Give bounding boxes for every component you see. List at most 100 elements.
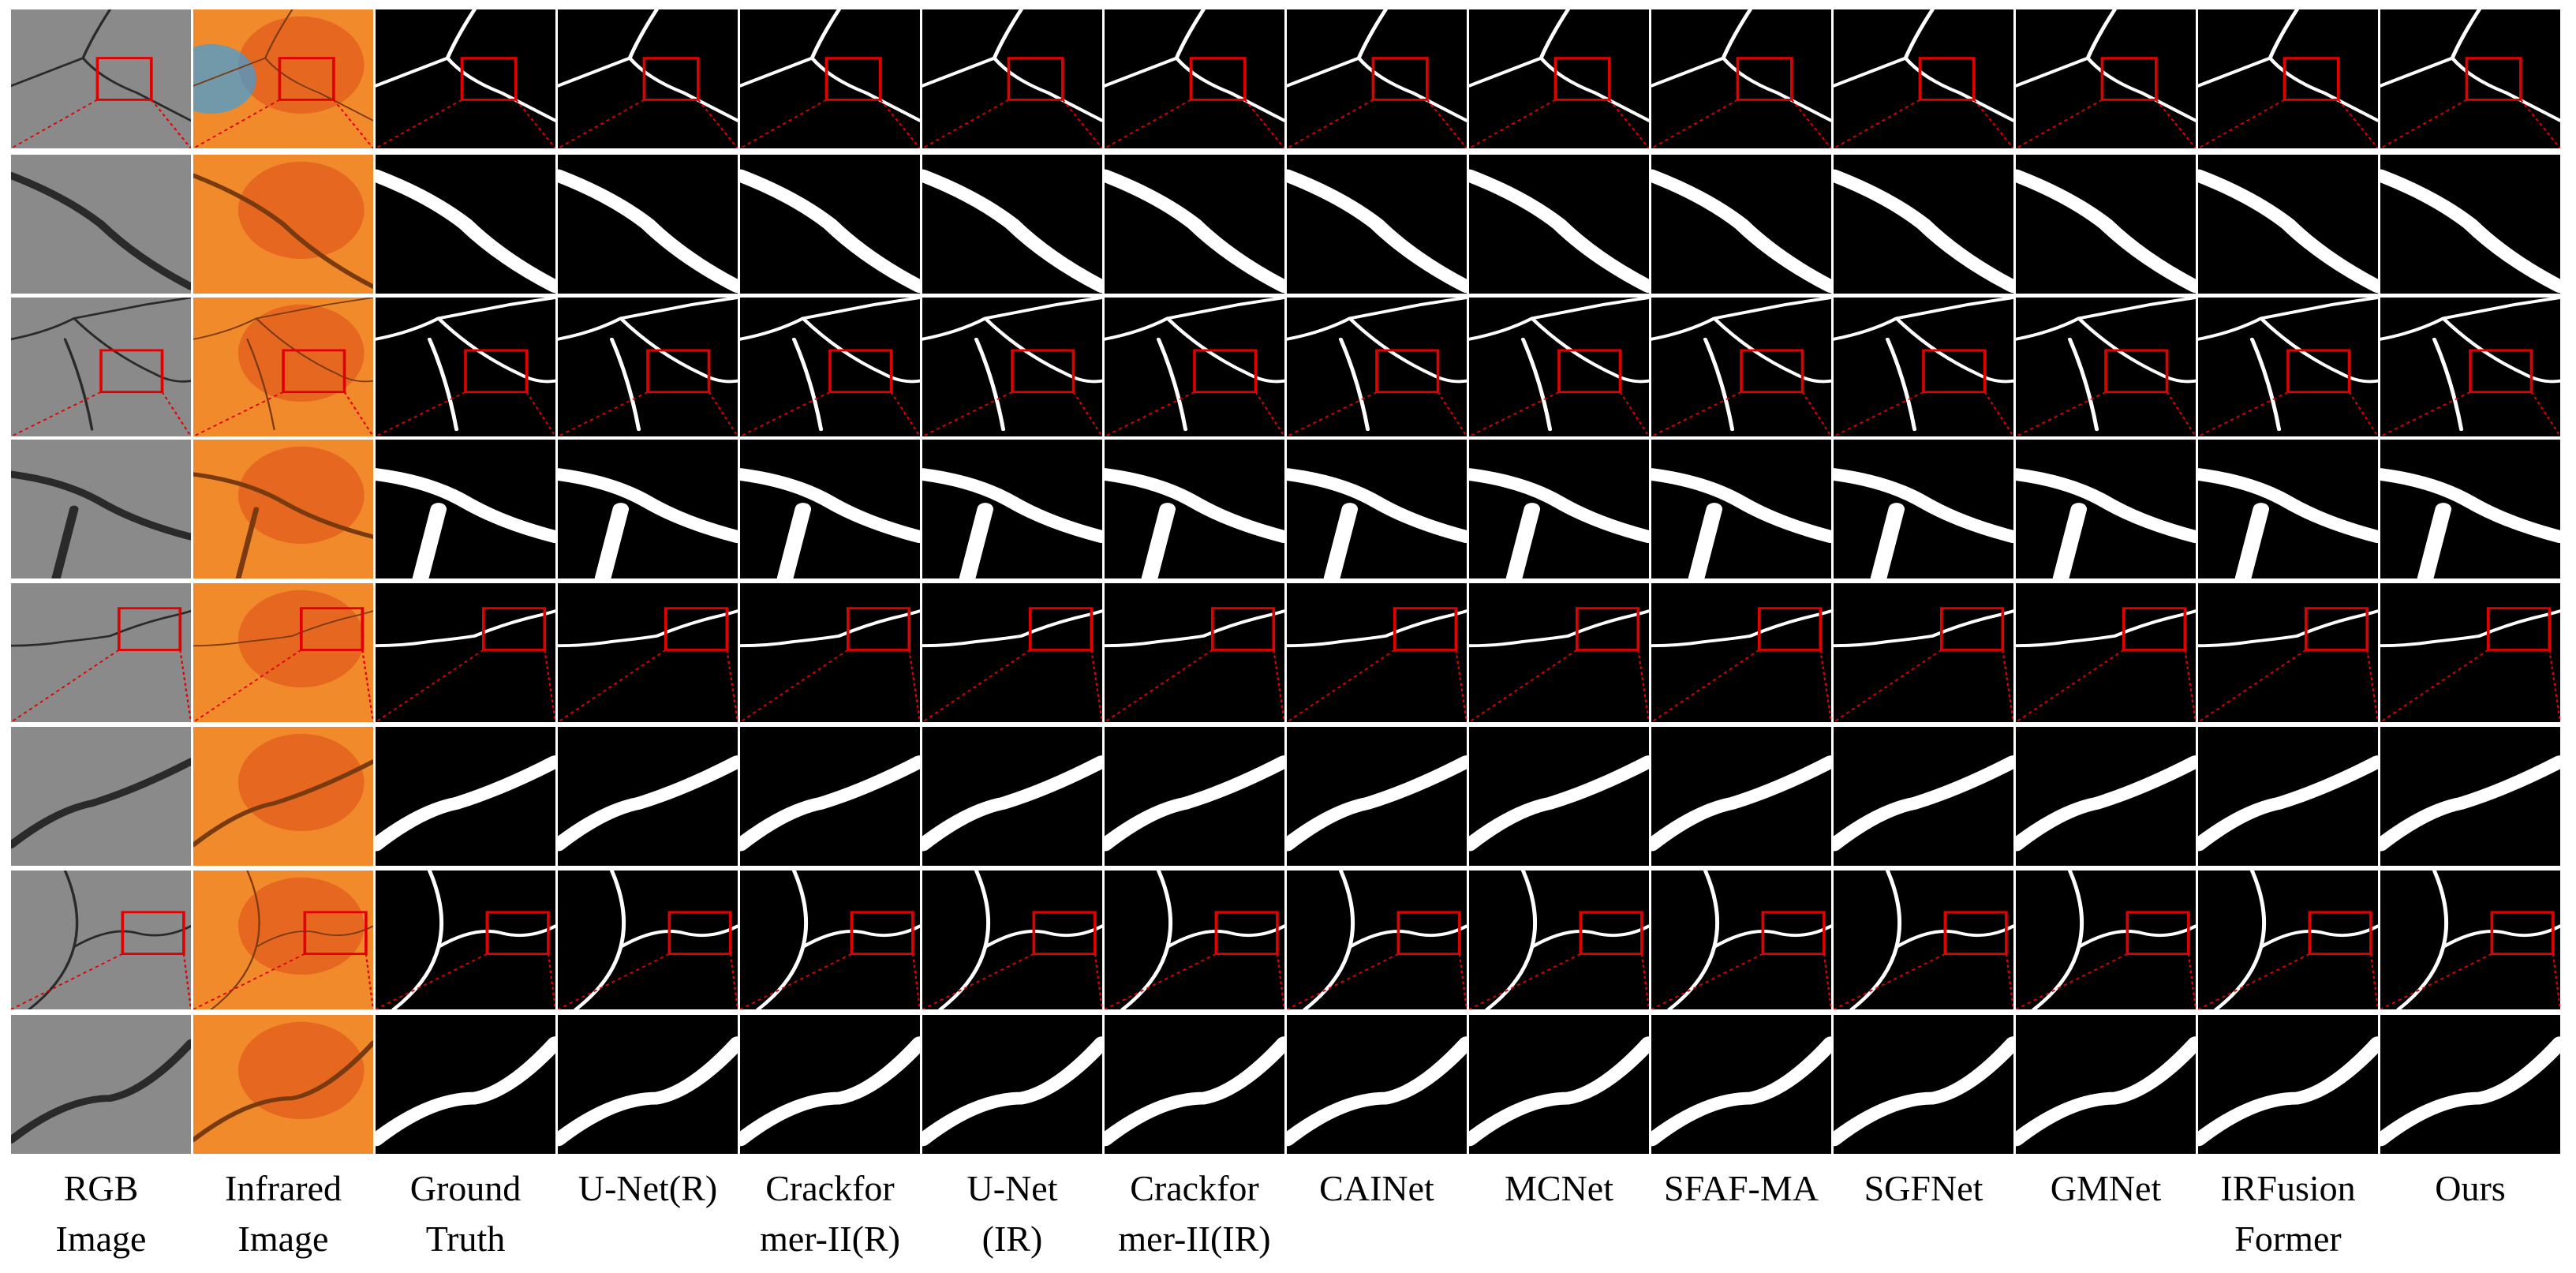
zoom-guide-line bbox=[922, 391, 1013, 436]
zoom-image-4-col-3 bbox=[376, 1015, 555, 1154]
zoom-box bbox=[1553, 57, 1611, 101]
crack-path bbox=[210, 871, 373, 1009]
column-label-2: Infrared Image bbox=[224, 1168, 342, 1259]
full-image-1-col-5 bbox=[740, 9, 920, 148]
crack-path bbox=[1287, 9, 1467, 122]
full-image-1-col-12 bbox=[2016, 9, 2196, 148]
zoom-guide-line bbox=[2184, 650, 2196, 722]
zoom-image-3-col-4 bbox=[558, 727, 738, 866]
cell-background bbox=[2380, 583, 2560, 722]
crack-path bbox=[2198, 609, 2378, 648]
zoom-guide-line bbox=[2198, 649, 2307, 722]
cell-background bbox=[740, 1015, 920, 1154]
zoom-guide-line bbox=[1834, 953, 1946, 1009]
zoom-image-2-col-7 bbox=[1105, 440, 1284, 578]
zoom-box bbox=[299, 607, 365, 651]
crack-path bbox=[2016, 298, 2196, 432]
zoom-guide-line bbox=[1637, 650, 1649, 722]
cell-background bbox=[1651, 1015, 1831, 1154]
column-label-10: SFAF-MA bbox=[1664, 1168, 1819, 1208]
zoom-guide-line bbox=[1819, 650, 1831, 722]
crack-path bbox=[1834, 755, 2013, 852]
zoom-box bbox=[2100, 57, 2158, 101]
zoom-guide-line bbox=[1834, 649, 1942, 722]
zoom-guide-line bbox=[911, 953, 920, 1009]
crack-path bbox=[1469, 609, 1649, 648]
zoom-box bbox=[1210, 607, 1276, 651]
crack-path bbox=[2016, 169, 2196, 294]
crack-path bbox=[1287, 1036, 1467, 1147]
crack-path bbox=[740, 609, 920, 648]
zoom-guide-line bbox=[1651, 649, 1760, 722]
crack-path bbox=[376, 9, 555, 122]
zoom-guide-line bbox=[2530, 391, 2560, 436]
zoom-image-4-col-11 bbox=[1834, 1015, 2013, 1154]
zoom-guide-line bbox=[1469, 99, 1557, 148]
zoom-image-4-col-5 bbox=[740, 1015, 920, 1154]
cell-background bbox=[11, 871, 191, 1009]
full-image-3-col-5 bbox=[740, 583, 920, 722]
cell-background bbox=[2380, 9, 2560, 148]
zoom-guide-line bbox=[558, 649, 667, 722]
cell-background bbox=[1834, 1015, 2013, 1154]
full-image-2-col-4 bbox=[558, 298, 738, 436]
full-image-3-col-2 bbox=[193, 583, 373, 722]
zoom-guide-line bbox=[2366, 650, 2378, 722]
zoom-image-1-col-10 bbox=[1651, 155, 1831, 294]
crack-path bbox=[2380, 609, 2560, 648]
zoom-guide-line bbox=[2552, 953, 2560, 1009]
zoom-image-1-col-12 bbox=[2016, 155, 2196, 294]
crack-path bbox=[2016, 755, 2196, 852]
zoom-guide-line bbox=[558, 99, 645, 148]
zoom-box bbox=[664, 607, 729, 651]
zoom-guide-line bbox=[2348, 391, 2378, 436]
crack-path bbox=[193, 610, 373, 647]
zoom-guide-line bbox=[2380, 391, 2471, 436]
zoom-image-1-col-13 bbox=[2198, 155, 2378, 294]
zoom-guide-line bbox=[1972, 99, 2013, 148]
zoom-box bbox=[1011, 349, 1075, 394]
zoom-guide-line bbox=[11, 391, 102, 436]
crack-path bbox=[1287, 169, 1467, 294]
crack-path bbox=[193, 173, 373, 289]
ir-hotspot bbox=[238, 446, 365, 544]
cell-background bbox=[1834, 871, 2013, 1009]
column-label-4: U-Net(R) bbox=[578, 1168, 718, 1208]
zoom-box bbox=[850, 911, 914, 956]
crack-path bbox=[2198, 1036, 2378, 1147]
full-image-3-col-1 bbox=[11, 583, 191, 722]
full-image-3-col-12 bbox=[2016, 583, 2196, 722]
zoom-box bbox=[282, 349, 346, 394]
full-image-1-col-3 bbox=[376, 9, 555, 148]
zoom-image-2-col-13 bbox=[2198, 440, 2378, 578]
cell-background bbox=[922, 583, 1102, 722]
full-image-1-col-13 bbox=[2198, 9, 2378, 148]
zoom-box bbox=[667, 911, 732, 956]
zoom-guide-line bbox=[514, 99, 555, 148]
zoom-box bbox=[1579, 911, 1643, 956]
zoom-box bbox=[2304, 607, 2369, 651]
full-image-4-col-1 bbox=[11, 871, 191, 1009]
zoom-guide-line bbox=[1469, 391, 1560, 436]
crack-path bbox=[558, 755, 738, 852]
zoom-guide-line bbox=[726, 650, 738, 722]
cell-background bbox=[1469, 1015, 1649, 1154]
zoom-image-4-col-13 bbox=[2198, 1015, 2378, 1154]
zoom-guide-line bbox=[558, 391, 649, 436]
zoom-guide-line bbox=[182, 953, 191, 1009]
cell-background bbox=[1287, 583, 1467, 722]
zoom-box bbox=[1575, 607, 1640, 651]
crack-path bbox=[740, 1036, 920, 1147]
zoom-guide-line bbox=[2369, 953, 2378, 1009]
cell-background bbox=[740, 9, 920, 148]
full-image-2-col-2 bbox=[193, 298, 373, 436]
zoom-image-1-col-6 bbox=[922, 155, 1102, 294]
crack-path bbox=[922, 169, 1102, 294]
zoom-box bbox=[1943, 911, 2008, 956]
zoom-box bbox=[2486, 607, 2552, 651]
full-image-1-col-7 bbox=[1105, 9, 1284, 148]
cell-background bbox=[740, 583, 920, 722]
zoom-box bbox=[2286, 349, 2351, 394]
full-image-2-col-5 bbox=[740, 298, 920, 436]
zoom-guide-line bbox=[11, 953, 123, 1009]
